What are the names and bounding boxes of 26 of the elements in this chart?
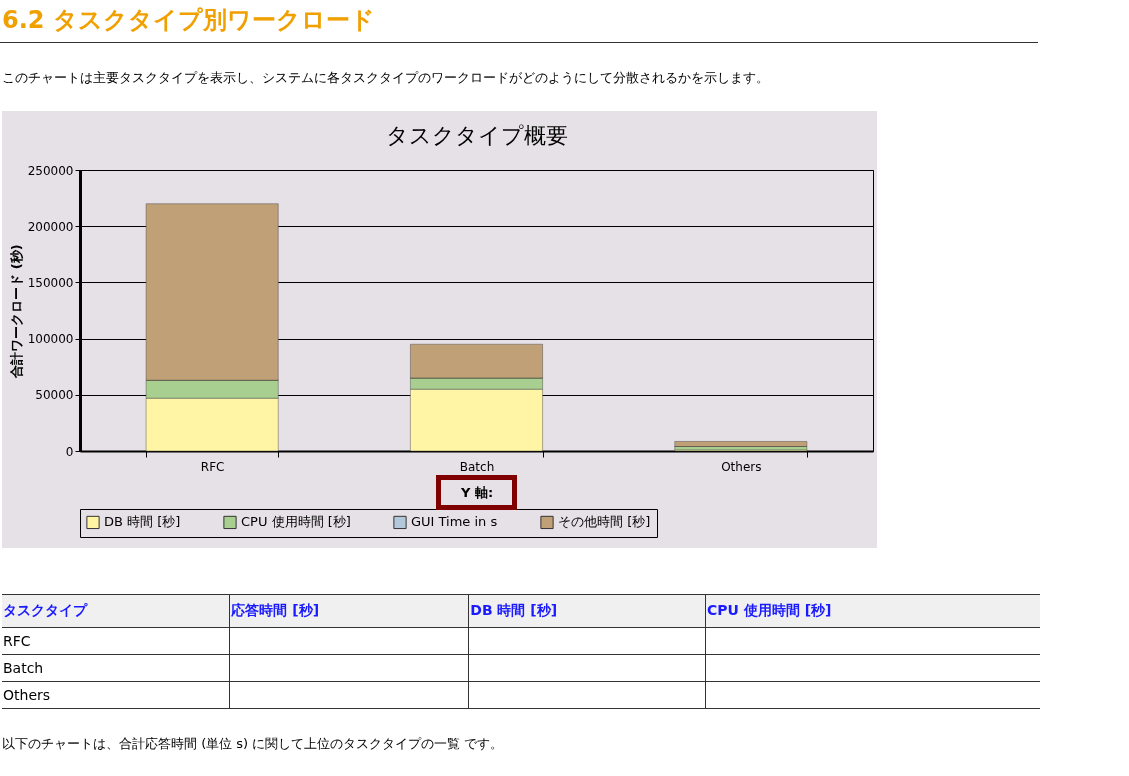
chart-title: タスクタイプ概要 [385,123,568,148]
category-label: Others [3,687,51,703]
text: このチャートは主要タスクタイプを表示し、システムに各タスクタイプのワークロードがどのようにして分散されるかを示します。 [2,69,770,87]
category-label: 応答時間 [秒] [229,594,469,628]
y-tick-label: 150000 [27,275,74,290]
x-tick-label: Batch [459,459,495,474]
legend-label: DB 時間 [秒] [104,514,181,530]
category-label: RFC [3,633,31,649]
category-label: Batch [3,660,44,676]
legend-label: CPU 使用時間 [秒] [241,514,351,530]
x-tick-label: Others [721,459,762,474]
category-label: CPU 使用時間 [秒] [705,594,1040,628]
y-tick-label: 50000 [35,388,74,403]
y-tick-label: 200000 [27,219,74,234]
y-axis-title: 合計ワークロード (秒) [8,244,24,379]
x-axis-title: Y 軸: [459,484,494,500]
category-label: DB 時間 [秒] [468,594,706,628]
text: 以下のチャートは、合計応答時間 (単位 s) に関して上位のタスクタイプの一覧 です。 [2,735,505,753]
legend-label: その他時間 [秒] [558,514,651,530]
y-tick-label: 0 [65,444,74,459]
y-tick-label: 100000 [27,332,74,347]
category-label: タスクタイプ [2,594,230,628]
x-tick-label: RFC [200,459,225,474]
text: 6.2 タスクタイプ別ワークロード [0,0,1038,43]
legend-label: GUI Time in s [411,514,498,530]
y-tick-label: 250000 [27,163,74,178]
